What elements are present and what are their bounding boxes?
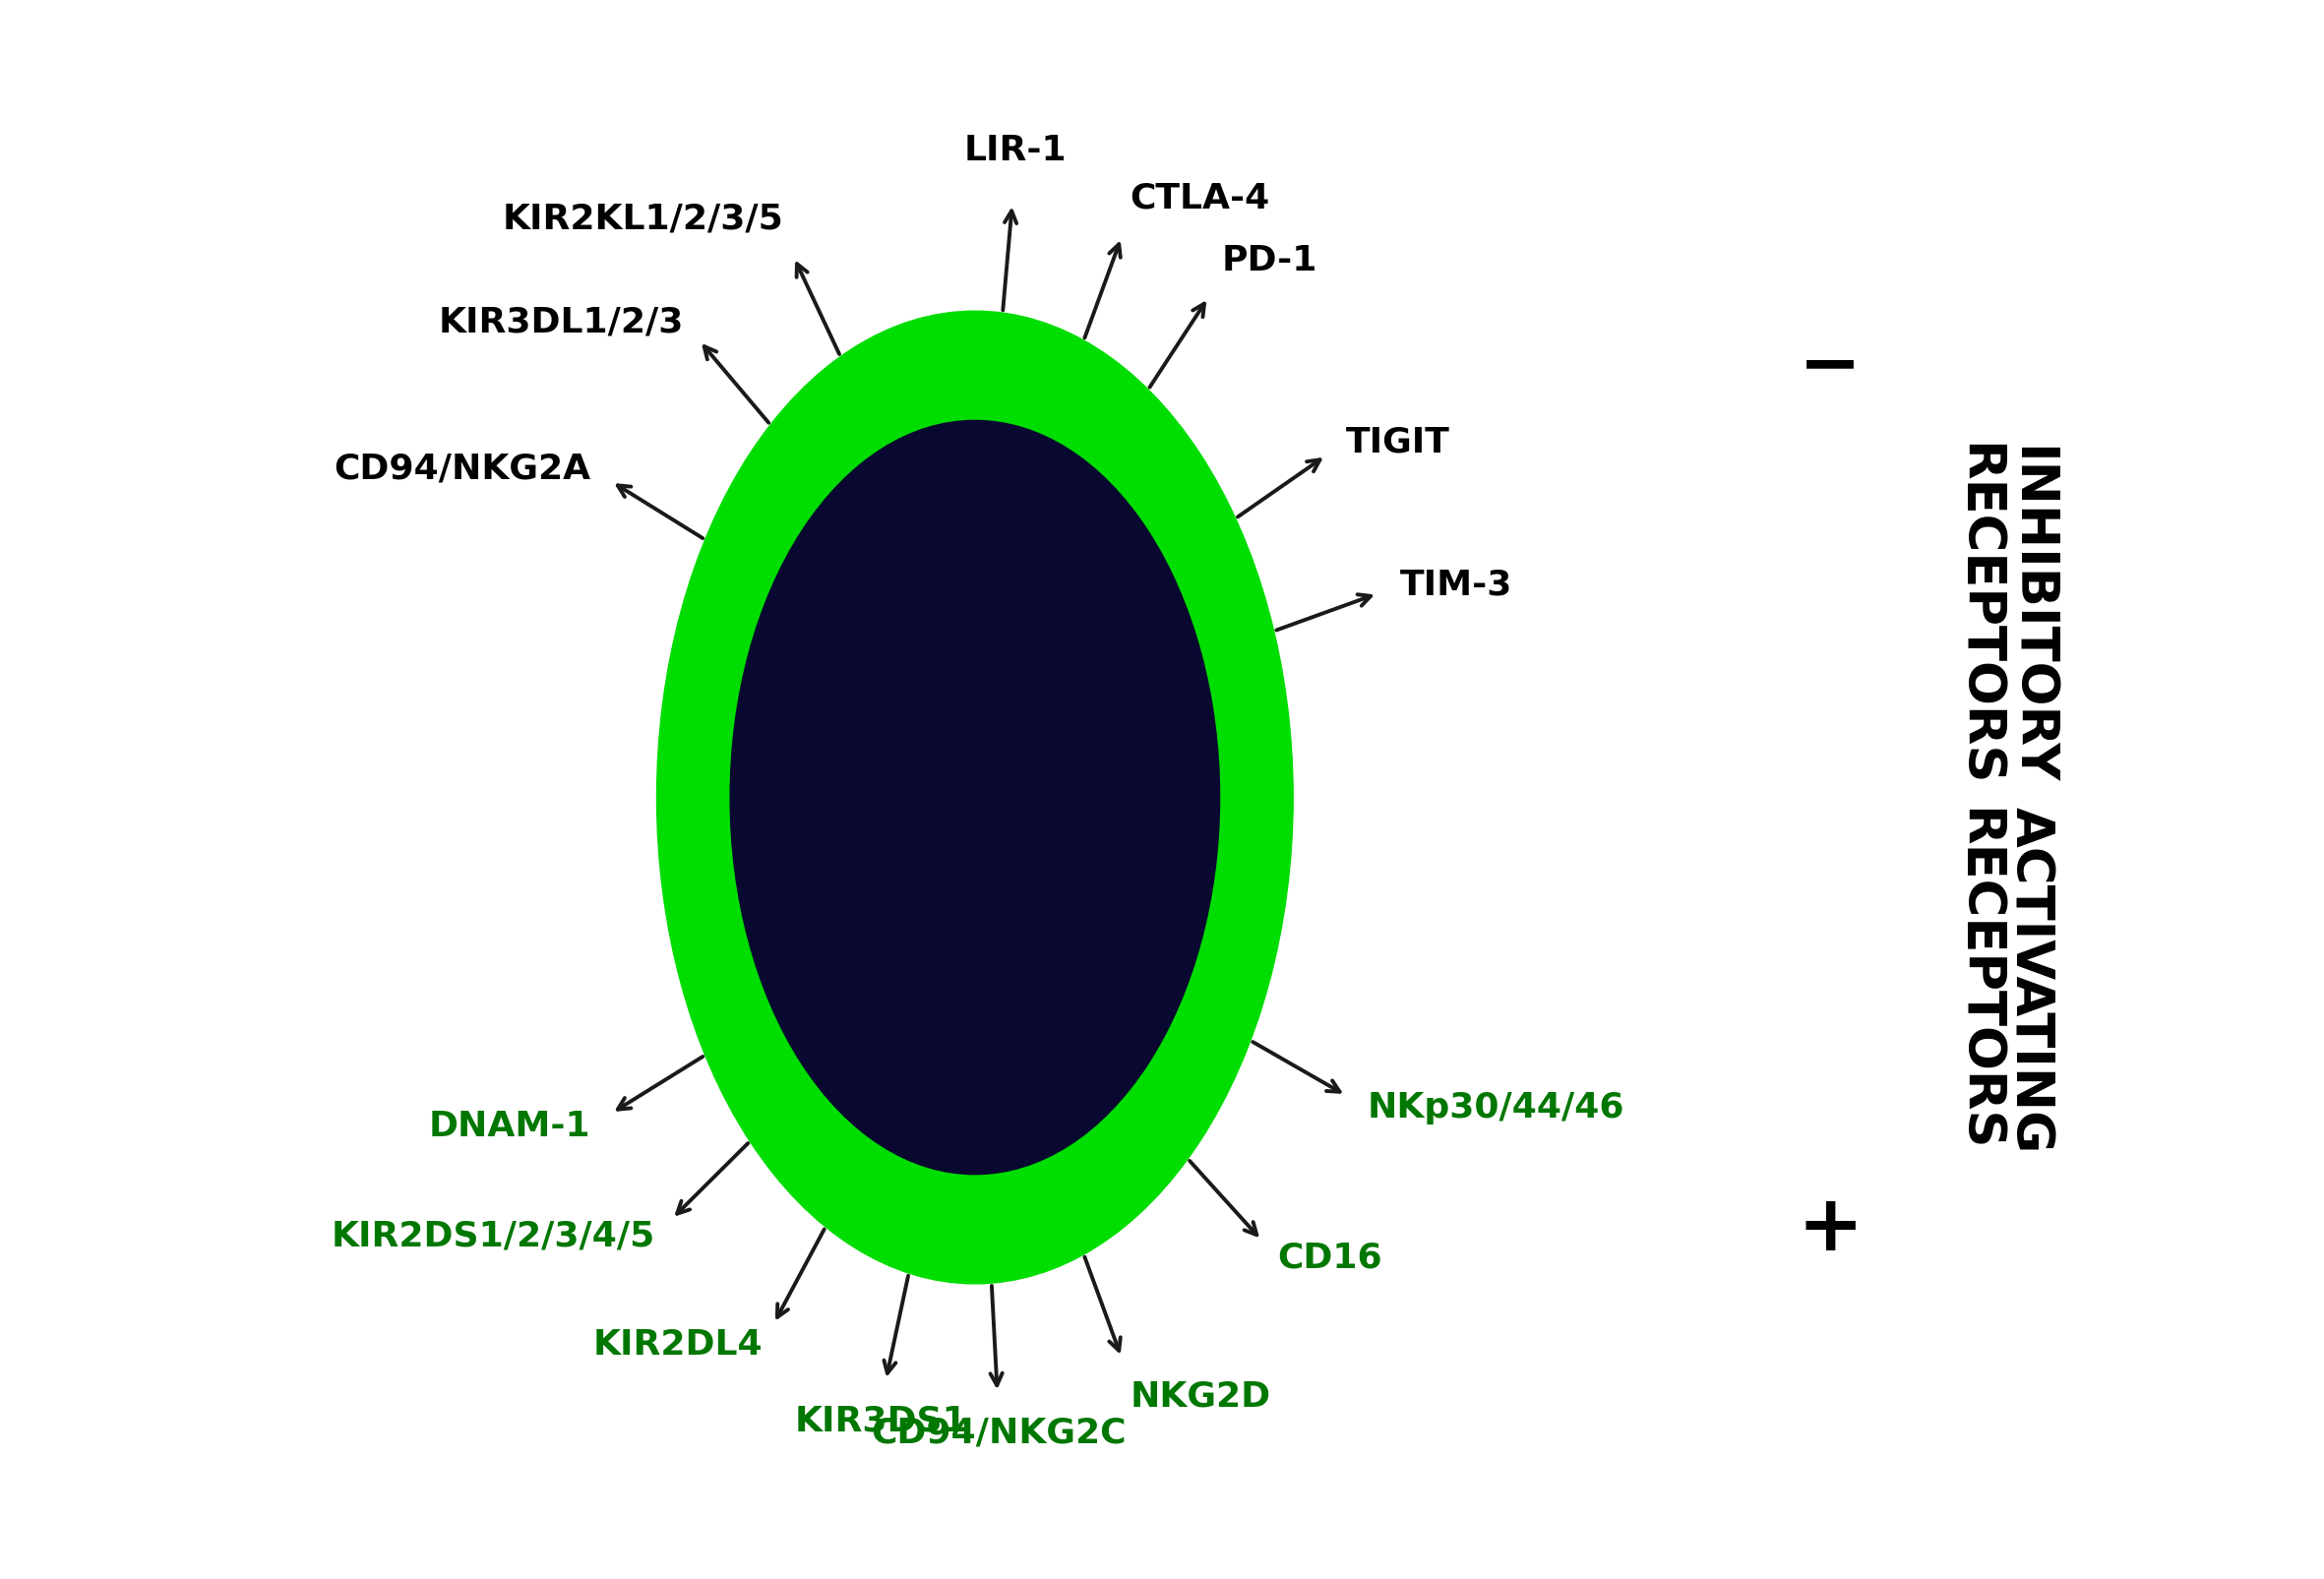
Ellipse shape bbox=[730, 420, 1220, 1175]
Text: NKp30/44/46: NKp30/44/46 bbox=[1367, 1091, 1624, 1124]
Text: DNAM-1: DNAM-1 bbox=[430, 1110, 590, 1143]
Text: KIR2KL1/2/3/5: KIR2KL1/2/3/5 bbox=[502, 202, 783, 235]
Ellipse shape bbox=[658, 311, 1292, 1284]
Text: NKG2D: NKG2D bbox=[1129, 1380, 1271, 1413]
Text: KIR2DS1/2/3/4/5: KIR2DS1/2/3/4/5 bbox=[330, 1219, 655, 1252]
Text: −: − bbox=[1799, 330, 1862, 403]
Text: PD-1: PD-1 bbox=[1222, 243, 1318, 278]
Text: +: + bbox=[1796, 1191, 1864, 1268]
Text: KIR3DL1/2/3: KIR3DL1/2/3 bbox=[439, 306, 683, 339]
Text: KIR3DS1: KIR3DS1 bbox=[795, 1404, 967, 1437]
Text: CTLA-4: CTLA-4 bbox=[1129, 182, 1269, 215]
Text: LIR-1: LIR-1 bbox=[964, 134, 1067, 167]
Text: CD94/NKG2C: CD94/NKG2C bbox=[872, 1416, 1127, 1450]
Text: KIR2DL4: KIR2DL4 bbox=[593, 1328, 762, 1361]
Text: CD94/NKG2A: CD94/NKG2A bbox=[335, 452, 590, 485]
Text: TIGIT: TIGIT bbox=[1346, 425, 1450, 458]
Text: TIM-3: TIM-3 bbox=[1401, 568, 1513, 602]
Text: ACTIVATING: ACTIVATING bbox=[2006, 807, 2057, 1153]
Text: INHIBITORY: INHIBITORY bbox=[2006, 445, 2057, 785]
Text: RECEPTORS: RECEPTORS bbox=[1952, 444, 2003, 786]
Text: RECEPTORS: RECEPTORS bbox=[1952, 808, 2003, 1151]
Text: CD16: CD16 bbox=[1278, 1241, 1383, 1274]
